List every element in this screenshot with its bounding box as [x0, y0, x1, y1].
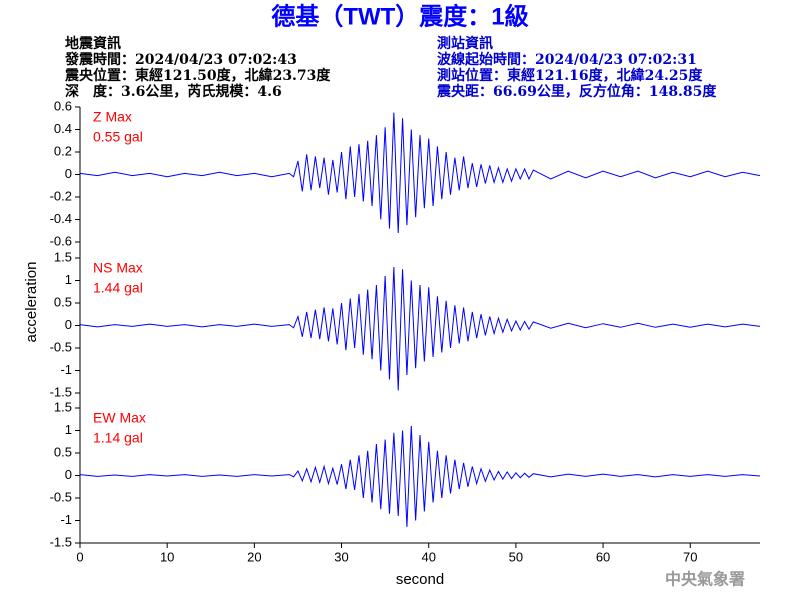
x-tick-label: 40 — [421, 549, 435, 564]
x-tick-label: 50 — [509, 549, 523, 564]
x-axis-label: second — [396, 571, 444, 588]
y-tick-label: 0.5 — [54, 444, 72, 459]
y-tick-label: 1 — [65, 272, 72, 287]
waveform — [79, 425, 761, 527]
y-tick-label: -0.5 — [50, 339, 72, 354]
y-tick-label: -0.2 — [50, 188, 72, 203]
y-tick-label: 0.6 — [54, 98, 72, 113]
y-tick-label: -1.5 — [50, 384, 72, 399]
x-tick-label: 70 — [683, 549, 697, 564]
y-tick-label: 0.2 — [54, 143, 72, 158]
panel-label: NS Max — [93, 260, 143, 276]
event-line: 深 度：3.6公里，芮氏規模：4.6 — [65, 83, 282, 100]
title: 德基（TWT）震度：1級 — [271, 2, 528, 30]
panel-max: 0.55 gal — [93, 129, 143, 145]
y-axis-label: acceleration — [23, 262, 40, 343]
station-line: 測站資訊 — [437, 35, 493, 52]
event-line: 地震資訊 — [65, 35, 121, 52]
station-line: 波線起始時間：2024/04/23 07:02:31 — [437, 51, 697, 68]
y-tick-label: -0.5 — [50, 489, 72, 504]
y-tick-label: 0 — [65, 166, 72, 181]
y-tick-label: -0.6 — [50, 233, 72, 248]
waveform — [79, 112, 761, 234]
y-tick-label: 0 — [65, 467, 72, 482]
y-tick-label: -1.5 — [50, 534, 72, 549]
y-tick-label: 1.5 — [54, 399, 72, 414]
panel-label: EW Max — [93, 410, 146, 426]
event-line: 發震時間：2024/04/23 07:02:43 — [64, 51, 297, 68]
waveform — [79, 266, 761, 391]
y-tick-label: 0.4 — [54, 121, 72, 136]
event-line: 震央位置：東經121.50度，北緯23.73度 — [64, 67, 331, 84]
y-tick-label: 1 — [65, 422, 72, 437]
y-tick-label: -1 — [60, 362, 72, 377]
x-tick-label: 60 — [596, 549, 610, 564]
panel-max: 1.44 gal — [93, 280, 143, 296]
x-tick-label: 0 — [76, 549, 83, 564]
y-tick-label: 0 — [65, 317, 72, 332]
y-tick-label: -0.4 — [50, 211, 72, 226]
station-line: 震央距：66.69公里，反方位角：148.85度 — [436, 83, 717, 100]
panel-label: Z Max — [93, 109, 132, 125]
y-tick-label: -1 — [60, 512, 72, 527]
y-tick-label: 1.5 — [54, 249, 72, 264]
x-tick-label: 30 — [334, 549, 348, 564]
footer: 中央氣象署 — [665, 570, 745, 589]
y-tick-label: 0.5 — [54, 294, 72, 309]
x-tick-label: 10 — [160, 549, 174, 564]
panel-max: 1.14 gal — [93, 430, 143, 446]
x-tick-label: 20 — [247, 549, 261, 564]
station-line: 測站位置：東經121.16度，北緯24.25度 — [437, 67, 703, 84]
